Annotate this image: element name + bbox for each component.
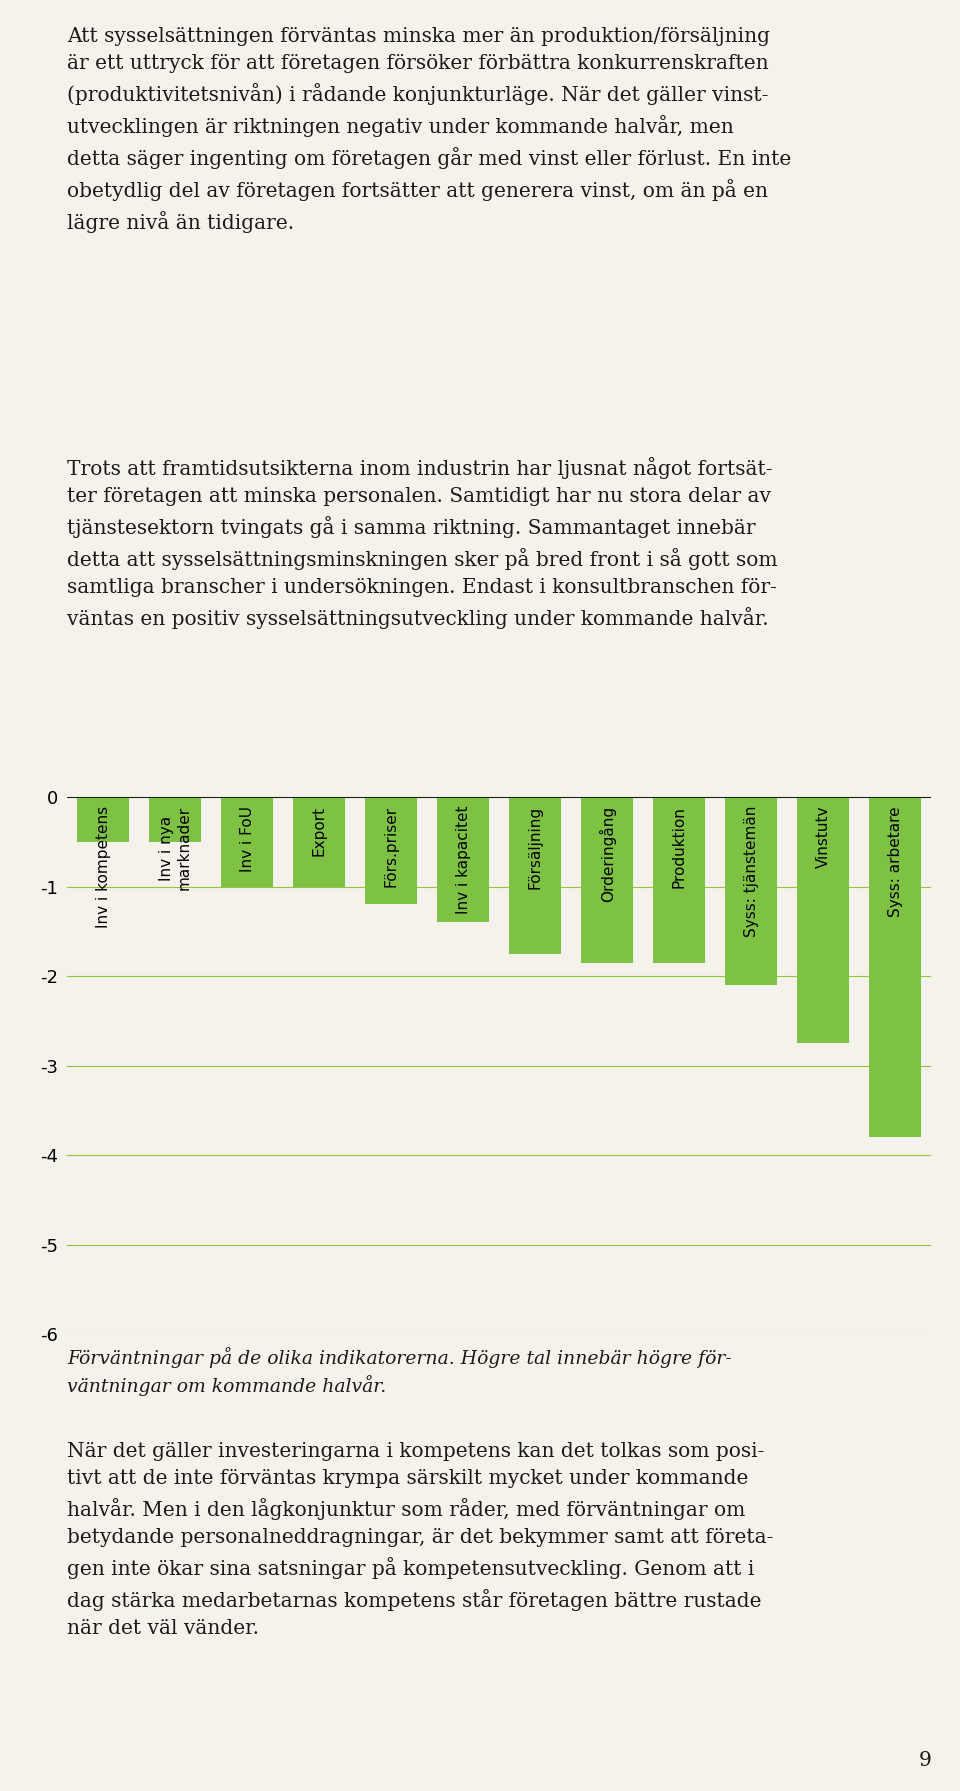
Text: Försäljning: Försäljning xyxy=(528,806,542,888)
Bar xyxy=(870,797,922,1137)
Bar xyxy=(221,797,273,887)
Bar xyxy=(77,797,129,842)
Text: Syss: tjänstemän: Syss: tjänstemän xyxy=(744,806,758,937)
Text: Att sysselsättningen förväntas minska mer än produktion/försäljning
är ett uttry: Att sysselsättningen förväntas minska me… xyxy=(67,27,791,233)
Bar xyxy=(726,797,778,985)
Bar xyxy=(509,797,561,953)
Text: 9: 9 xyxy=(919,1750,931,1770)
Text: Inv i kapacitet: Inv i kapacitet xyxy=(456,806,470,915)
Text: Förväntningar på de olika indikatorerna. Högre tal innebär högre för-
väntningar: Förväntningar på de olika indikatorerna.… xyxy=(67,1347,732,1395)
Text: Produktion: Produktion xyxy=(672,806,686,888)
Bar xyxy=(149,797,201,842)
Text: Vinstutv: Vinstutv xyxy=(816,806,830,869)
Text: Förs.priser: Förs.priser xyxy=(384,806,398,887)
Bar xyxy=(581,797,633,962)
Text: Export: Export xyxy=(312,806,326,856)
Bar xyxy=(653,797,705,962)
Bar xyxy=(797,797,849,1042)
Bar xyxy=(437,797,489,922)
Text: Orderingång: Orderingång xyxy=(599,806,615,903)
Text: Inv i kompetens: Inv i kompetens xyxy=(96,806,110,928)
Text: Trots att framtidsutsikterna inom industrin har ljusnat något fortsät-
ter föret: Trots att framtidsutsikterna inom indust… xyxy=(67,457,778,629)
Text: När det gäller investeringarna i kompetens kan det tolkas som posi-
tivt att de : När det gäller investeringarna i kompete… xyxy=(67,1442,774,1639)
Bar xyxy=(294,797,346,887)
Text: Inv i FoU: Inv i FoU xyxy=(240,806,254,872)
Bar xyxy=(365,797,417,904)
Text: Syss: arbetare: Syss: arbetare xyxy=(888,806,902,917)
Text: Inv i nya
marknader: Inv i nya marknader xyxy=(159,806,191,890)
